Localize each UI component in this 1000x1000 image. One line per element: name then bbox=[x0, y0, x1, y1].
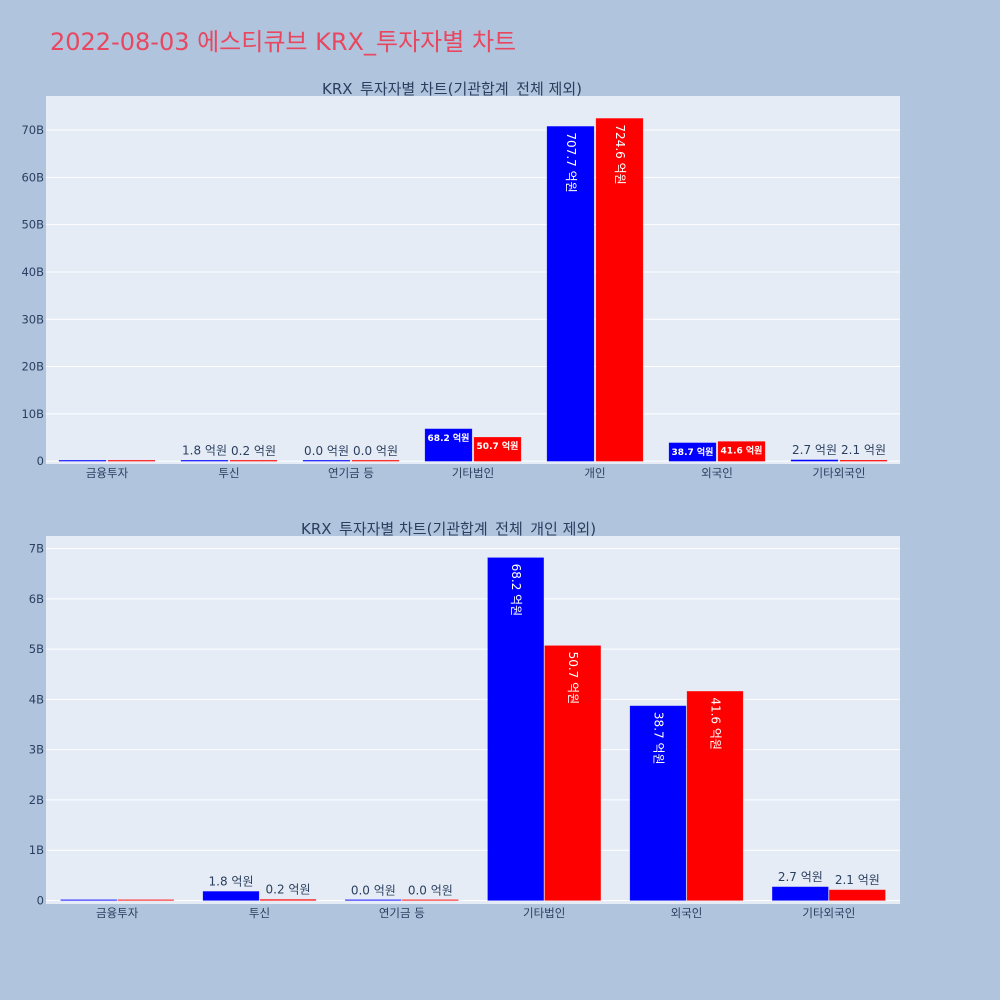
y-tick-label: 2B bbox=[29, 793, 44, 807]
page-title: 2022-08-03 에스티큐브 KRX_투자자별 차트 bbox=[50, 28, 517, 56]
bar-data-label: 0.0 억원 bbox=[408, 883, 453, 897]
bar bbox=[402, 899, 459, 901]
bar bbox=[424, 428, 473, 462]
bar-data-label: 0.0 억원 bbox=[304, 444, 349, 458]
x-tick-label: 금융투자 bbox=[86, 466, 129, 480]
y-tick-label: 5B bbox=[29, 642, 44, 656]
bar bbox=[487, 557, 544, 901]
bar bbox=[668, 442, 717, 462]
bar-data-label: 1.8 억원 bbox=[182, 443, 227, 457]
y-tick-label: 4B bbox=[29, 692, 44, 706]
bar bbox=[302, 460, 351, 462]
bar bbox=[345, 899, 402, 901]
y-tick-label: 60B bbox=[21, 170, 44, 184]
x-tick-label: 연기금 등 bbox=[379, 906, 425, 920]
bar bbox=[60, 899, 117, 901]
bar-data-label: 2.7 억원 bbox=[778, 870, 823, 884]
y-tick-label: 6B bbox=[29, 592, 44, 606]
bar bbox=[473, 437, 522, 462]
x-tick-label: 기타법인 bbox=[523, 906, 565, 920]
bar bbox=[180, 460, 229, 462]
y-tick-label: 70B bbox=[21, 123, 44, 137]
bar-data-label: 68.2 억원 bbox=[428, 432, 470, 444]
bar-data-label: 41.6 억원 bbox=[709, 697, 723, 750]
bar bbox=[717, 441, 766, 462]
x-tick-label: 기타외국인 bbox=[802, 906, 855, 920]
bar bbox=[546, 126, 595, 462]
bar bbox=[229, 460, 278, 462]
chart-title-1: KRX_투자자별 차트(기관합계_전체 제외) bbox=[322, 80, 582, 98]
y-tick-label: 0 bbox=[37, 454, 44, 468]
bar-data-label: 38.7 억원 bbox=[652, 712, 666, 765]
bar bbox=[595, 118, 644, 462]
plot-area bbox=[46, 96, 900, 464]
x-tick-label: 기타법인 bbox=[452, 466, 494, 480]
chart-title-2: KRX_투자자별 차트(기관합계_전체_개인 제외) bbox=[301, 520, 597, 538]
bar-data-label: 724.6 억원 bbox=[613, 124, 627, 184]
bar bbox=[544, 645, 601, 901]
bar bbox=[839, 460, 888, 462]
bar bbox=[117, 899, 174, 901]
bar-data-label: 2.1 억원 bbox=[841, 443, 886, 457]
bar bbox=[351, 460, 400, 462]
bar-data-label: 68.2 억원 bbox=[509, 564, 523, 617]
y-tick-label: 7B bbox=[29, 542, 44, 556]
bar-data-label: 38.7 억원 bbox=[672, 446, 714, 458]
x-tick-label: 투신 bbox=[249, 906, 270, 920]
x-tick-label: 연기금 등 bbox=[328, 466, 374, 480]
y-tick-label: 20B bbox=[21, 360, 44, 374]
y-tick-label: 0 bbox=[37, 893, 44, 907]
bar bbox=[58, 460, 107, 462]
x-tick-label: 기타외국인 bbox=[813, 466, 866, 480]
bar bbox=[686, 691, 744, 901]
bar bbox=[202, 891, 260, 901]
bar-data-label: 41.6 억원 bbox=[721, 444, 763, 456]
bar bbox=[790, 459, 839, 462]
y-tick-label: 3B bbox=[29, 743, 44, 757]
y-tick-label: 30B bbox=[21, 312, 44, 326]
bar bbox=[829, 889, 886, 901]
y-tick-label: 40B bbox=[21, 265, 44, 279]
bar-data-label: 2.1 억원 bbox=[835, 873, 880, 887]
bar-data-label: 0.0 억원 bbox=[351, 883, 396, 897]
bar-data-label: 707.7 억원 bbox=[564, 132, 578, 192]
bar-data-label: 0.2 억원 bbox=[231, 444, 276, 458]
x-tick-label: 외국인 bbox=[701, 466, 733, 480]
bar-data-label: 2.7 억원 bbox=[792, 443, 837, 457]
bar-data-label: 50.7 억원 bbox=[566, 652, 580, 705]
y-tick-label: 1B bbox=[29, 843, 44, 857]
y-tick-label: 10B bbox=[21, 407, 44, 421]
x-tick-label: 금융투자 bbox=[96, 906, 139, 920]
x-tick-label: 투신 bbox=[218, 466, 239, 480]
bar bbox=[107, 460, 156, 462]
x-tick-label: 외국인 bbox=[671, 906, 703, 920]
bar-data-label: 1.8 억원 bbox=[209, 874, 254, 888]
bar bbox=[259, 899, 317, 901]
x-tick-label: 개인 bbox=[584, 466, 605, 480]
bar-data-label: 0.2 억원 bbox=[266, 882, 311, 896]
y-tick-label: 50B bbox=[21, 218, 44, 232]
bar bbox=[629, 705, 687, 901]
bar bbox=[772, 886, 829, 901]
bar-data-label: 50.7 억원 bbox=[477, 440, 519, 452]
bar-data-label: 0.0 억원 bbox=[353, 444, 398, 458]
plot-area bbox=[46, 536, 900, 904]
